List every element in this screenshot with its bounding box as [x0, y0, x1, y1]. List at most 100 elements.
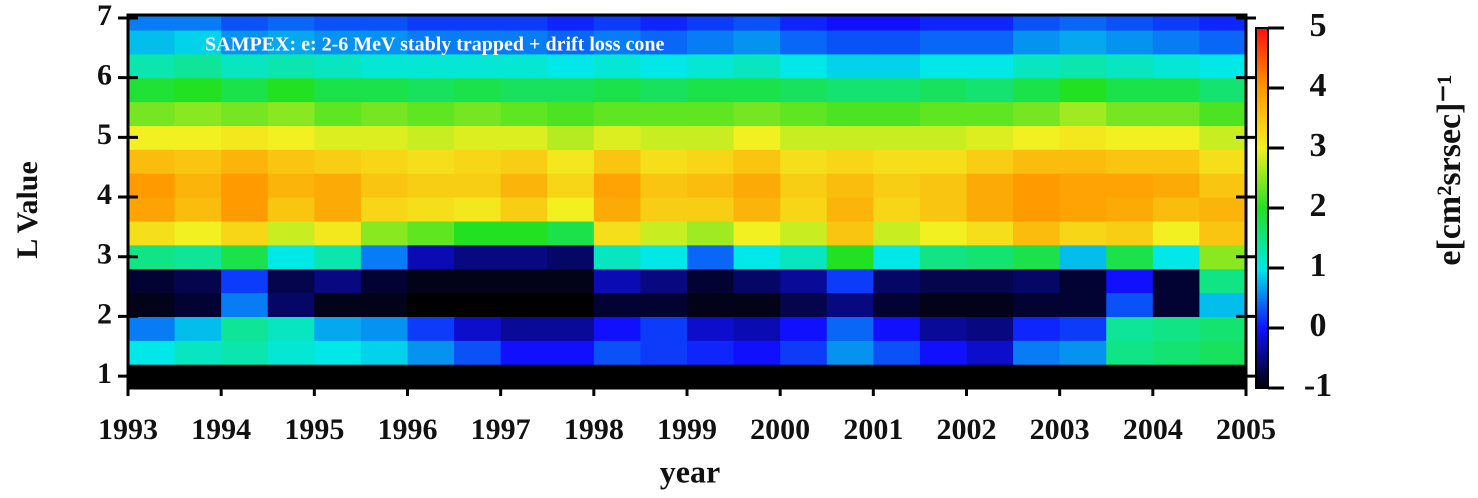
heatmap-cell [267, 316, 315, 341]
colorbar-segment [1256, 253, 1268, 257]
heatmap-cell [826, 15, 874, 31]
heatmap-cell [1199, 292, 1247, 317]
heatmap-cell [780, 77, 828, 103]
heatmap-cell [314, 292, 362, 317]
heatmap-cell [780, 316, 828, 341]
colorbar-segment [1256, 193, 1268, 197]
colorbar-segment [1256, 226, 1268, 230]
heatmap-cell [407, 149, 455, 174]
heatmap-cell [267, 364, 315, 389]
colorbar-segment [1256, 313, 1268, 317]
colorbar-segment [1256, 130, 1268, 134]
colorbar-segment [1256, 220, 1268, 224]
heatmap-cell [128, 173, 176, 198]
heatmap-cell [174, 197, 222, 222]
heatmap-cell [826, 173, 874, 198]
heatmap-cell [547, 220, 595, 246]
heatmap-cell [1106, 53, 1154, 79]
heatmap-cell [687, 197, 735, 222]
colorbar-tick-label: 5 [1310, 7, 1327, 44]
colorbar-segment [1256, 34, 1268, 38]
colorbar-segment [1256, 301, 1268, 305]
colorbar-segment [1256, 124, 1268, 128]
colorbar-segment [1256, 28, 1268, 32]
colorbar-segment [1256, 160, 1268, 164]
heatmap-cell [407, 268, 455, 294]
colorbar-segment [1256, 118, 1268, 122]
heatmap-cell [919, 149, 968, 174]
colorbar-segment [1256, 211, 1268, 215]
heatmap-cell [826, 53, 874, 79]
heatmap-cell [1059, 340, 1107, 365]
heatmap-cell [1059, 268, 1107, 294]
colorbar-segment [1256, 85, 1268, 89]
heatmap-cell [1013, 340, 1061, 365]
heatmap-cell [780, 29, 828, 55]
heatmap-cell [733, 125, 781, 150]
heatmap-cell [733, 316, 781, 341]
heatmap-cell [221, 244, 269, 270]
heatmap-cell [593, 101, 642, 127]
colorbar-segment [1256, 307, 1268, 311]
heatmap-cell [593, 268, 642, 294]
heatmap-cell [873, 364, 921, 389]
heatmap-cell [1059, 125, 1107, 150]
heatmap-cell [1106, 125, 1154, 150]
heatmap-cell [1199, 15, 1247, 31]
heatmap-cell [687, 292, 735, 317]
heatmap-cell [500, 197, 548, 222]
heatmap-cell [1199, 77, 1247, 103]
heatmap-cell [873, 316, 921, 341]
heatmap-cell [267, 77, 315, 103]
colorbar-segment [1256, 289, 1268, 293]
heatmap-cell [1152, 292, 1201, 317]
heatmap-cell [174, 316, 222, 341]
heatmap-cell [547, 101, 595, 127]
heatmap-cell [1152, 340, 1201, 365]
heatmap-cell [733, 292, 781, 317]
heatmap-cell [314, 340, 362, 365]
colorbar-segment [1256, 133, 1268, 137]
heatmap-cell [1199, 101, 1247, 127]
heatmap-cell [687, 220, 735, 246]
colorbar-segment [1256, 352, 1268, 356]
colorbar-segment [1256, 346, 1268, 350]
heatmap-cell [1106, 77, 1154, 103]
heatmap-cell [1013, 244, 1061, 270]
heatmap-cell [873, 101, 921, 127]
heatmap-cell [407, 340, 455, 365]
heatmap-cell [221, 53, 269, 79]
colorbar-segment [1256, 88, 1268, 92]
heatmap-cell [687, 364, 735, 389]
heatmap-cell [221, 15, 269, 31]
heatmap-cell [360, 77, 409, 103]
heatmap-cell [174, 125, 222, 150]
heatmap-cell [919, 220, 968, 246]
heatmap-cell [128, 316, 176, 341]
heatmap-cell [733, 15, 781, 31]
heatmap-cell [687, 77, 735, 103]
heatmap-cell [500, 149, 548, 174]
heatmap-cell [174, 101, 222, 127]
heatmap-cell [360, 340, 409, 365]
heatmap-cell [919, 197, 968, 222]
heatmap-cell [687, 340, 735, 365]
heatmap-cell [454, 220, 502, 246]
colorbar-segment [1256, 67, 1268, 71]
colorbar-segment [1256, 229, 1268, 233]
heatmap-cell [1152, 29, 1201, 55]
heatmap-cell [267, 149, 315, 174]
heatmap-cell [314, 29, 362, 55]
heatmap-cell [174, 268, 222, 294]
heatmap-cell [174, 53, 222, 79]
heatmap-cell [1059, 77, 1107, 103]
colorbar-segment [1256, 64, 1268, 68]
heatmap-cell [826, 101, 874, 127]
heatmap-cell [454, 77, 502, 103]
heatmap-cell [128, 29, 176, 55]
colorbar-segment [1256, 58, 1268, 62]
heatmap-cell [919, 53, 968, 79]
colorbar-segment [1256, 115, 1268, 119]
heatmap-cell [780, 149, 828, 174]
heatmap-cell [314, 220, 362, 246]
